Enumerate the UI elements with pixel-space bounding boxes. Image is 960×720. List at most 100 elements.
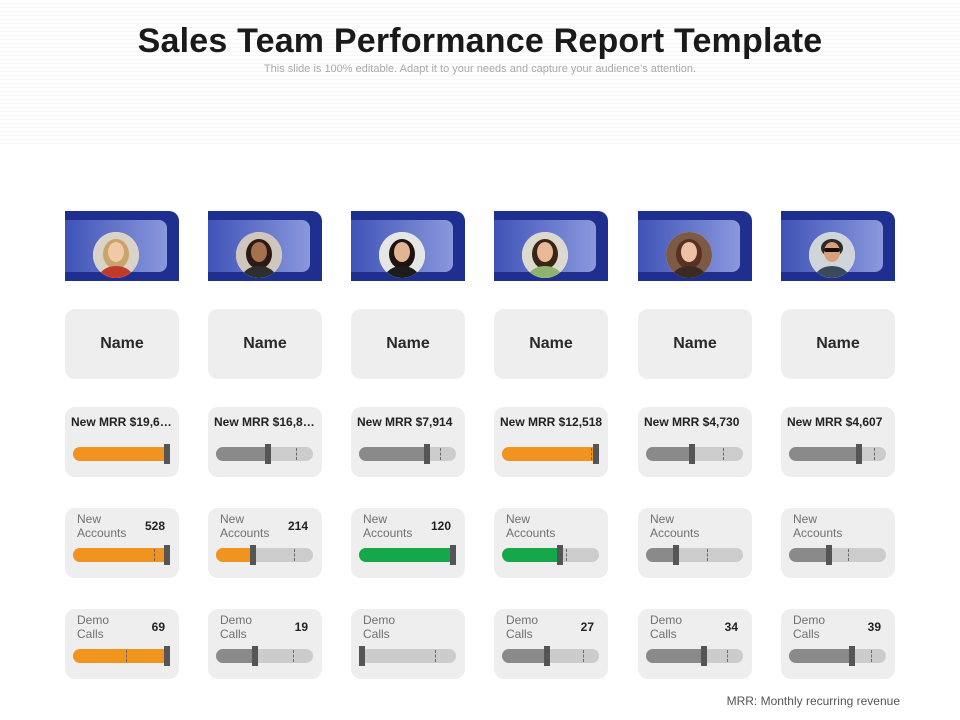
new-mrr-progress-marker <box>265 444 271 464</box>
new-accounts-label: New Accounts <box>650 512 700 540</box>
demo-calls-target-line <box>727 650 728 662</box>
new-mrr-progress-fill <box>359 447 427 461</box>
new-accounts-card: New Accounts 120 <box>351 508 465 578</box>
woman-portrait-icon <box>666 232 712 278</box>
demo-calls-target-line <box>583 650 584 662</box>
new-mrr-card: New MRR $19,6… <box>65 407 179 477</box>
demo-calls-card: Demo Calls 39 <box>781 609 895 679</box>
new-mrr-value: New MRR $19,6… <box>71 415 172 429</box>
new-mrr-value: New MRR $16,8… <box>214 415 315 429</box>
page-title: Sales Team Performance Report Template <box>137 22 823 60</box>
profile-header-panel <box>351 220 453 278</box>
woman-portrait-icon <box>236 232 282 278</box>
demo-calls-label: Demo Calls <box>363 613 396 641</box>
new-accounts-progress-fill <box>216 548 253 562</box>
profile-header-panel <box>208 220 310 278</box>
new-mrr-progress-marker <box>424 444 430 464</box>
demo-calls-label: Demo Calls <box>77 613 110 641</box>
demo-calls-label: Demo Calls <box>506 613 539 641</box>
new-mrr-value: New MRR $12,518 <box>500 415 603 429</box>
new-mrr-progress-marker <box>593 444 599 464</box>
new-mrr-value: New MRR $7,914 <box>357 415 453 429</box>
new-accounts-card: New Accounts <box>781 508 895 578</box>
demo-calls-label: Demo Calls <box>793 613 826 641</box>
member-name: Name <box>494 309 608 379</box>
new-mrr-progress-fill <box>646 447 692 461</box>
new-mrr-target-line <box>723 448 724 460</box>
new-mrr-progress-marker <box>689 444 695 464</box>
new-mrr-progress-fill <box>73 447 170 461</box>
demo-calls-value: 39 <box>867 620 881 634</box>
woman-portrait-icon <box>522 232 568 278</box>
new-mrr-progress-bar <box>789 444 886 464</box>
member-name: Name <box>65 309 179 379</box>
new-mrr-progress-fill <box>502 447 599 461</box>
new-accounts-progress-fill <box>646 548 676 562</box>
profile-header-card <box>494 211 608 281</box>
new-accounts-progress-fill <box>73 548 170 562</box>
new-accounts-progress-marker <box>557 545 563 565</box>
footnote: MRR: Monthly recurring revenue <box>726 694 900 708</box>
profile-header-card <box>65 211 179 281</box>
new-mrr-target-line <box>440 448 441 460</box>
demo-calls-card: Demo Calls 19 <box>208 609 322 679</box>
profile-header-card <box>351 211 465 281</box>
new-accounts-progress-fill <box>359 548 456 562</box>
team-member-column: Name New MRR $19,6… New Accounts 528 Demo Ca… <box>65 0 195 720</box>
demo-calls-progress-fill <box>502 649 547 663</box>
new-accounts-card: New Accounts 214 <box>208 508 322 578</box>
profile-header-card <box>208 211 322 281</box>
new-accounts-target-line <box>707 549 708 561</box>
new-accounts-value: 528 <box>144 519 165 533</box>
demo-calls-progress-bar <box>502 646 599 666</box>
new-accounts-card: New Accounts <box>638 508 752 578</box>
demo-calls-target-line <box>293 650 294 662</box>
new-mrr-card: New MRR $4,607 <box>781 407 895 477</box>
new-mrr-value: New MRR $4,607 <box>787 415 883 429</box>
new-accounts-label: New Accounts <box>506 512 556 540</box>
demo-calls-progress-bar <box>646 646 743 666</box>
new-accounts-progress-bar <box>646 545 743 565</box>
new-accounts-label: New Accounts <box>220 512 270 540</box>
new-mrr-progress-fill <box>216 447 268 461</box>
new-accounts-progress-marker <box>826 545 832 565</box>
demo-calls-progress-marker <box>164 646 170 666</box>
demo-calls-value: 27 <box>580 620 594 634</box>
woman-portrait-icon <box>379 232 425 278</box>
demo-calls-progress-marker <box>701 646 707 666</box>
profile-header-panel <box>65 220 167 278</box>
demo-calls-progress-marker <box>359 646 365 666</box>
new-mrr-progress-marker <box>856 444 862 464</box>
team-member-column: Name New MRR $12,518 New Accounts Demo Call… <box>494 0 624 720</box>
new-accounts-target-line <box>848 549 849 561</box>
profile-header-panel <box>781 220 883 278</box>
demo-calls-progress-marker <box>849 646 855 666</box>
demo-calls-target-line <box>126 650 127 662</box>
demo-calls-progress-bar <box>73 646 170 666</box>
page-subtitle: This slide is 100% editable. Adapt it to… <box>263 63 697 75</box>
demo-calls-progress-fill <box>646 649 704 663</box>
new-accounts-card: New Accounts <box>494 508 608 578</box>
new-accounts-card: New Accounts 528 <box>65 508 179 578</box>
profile-header-card <box>781 211 895 281</box>
header-background <box>0 0 960 145</box>
demo-calls-value: 34 <box>724 620 738 634</box>
new-accounts-progress-bar <box>216 545 313 565</box>
demo-calls-card: Demo Calls 27 <box>494 609 608 679</box>
new-mrr-progress-bar <box>73 444 170 464</box>
new-accounts-label: New Accounts <box>793 512 843 540</box>
demo-calls-card: Demo Calls 34 <box>638 609 752 679</box>
new-accounts-progress-bar <box>73 545 170 565</box>
new-mrr-card: New MRR $4,730 <box>638 407 752 477</box>
demo-calls-card: Demo Calls 69 <box>65 609 179 679</box>
demo-calls-progress-bar <box>359 646 456 666</box>
demo-calls-progress-bar <box>789 646 886 666</box>
new-mrr-target-line <box>591 448 592 460</box>
new-accounts-target-line <box>154 549 155 561</box>
profile-header-panel <box>638 220 740 278</box>
new-accounts-label: New Accounts <box>363 512 413 540</box>
new-mrr-progress-marker <box>164 444 170 464</box>
member-name: Name <box>208 309 322 379</box>
new-mrr-progress-bar <box>359 444 456 464</box>
member-name: Name <box>351 309 465 379</box>
